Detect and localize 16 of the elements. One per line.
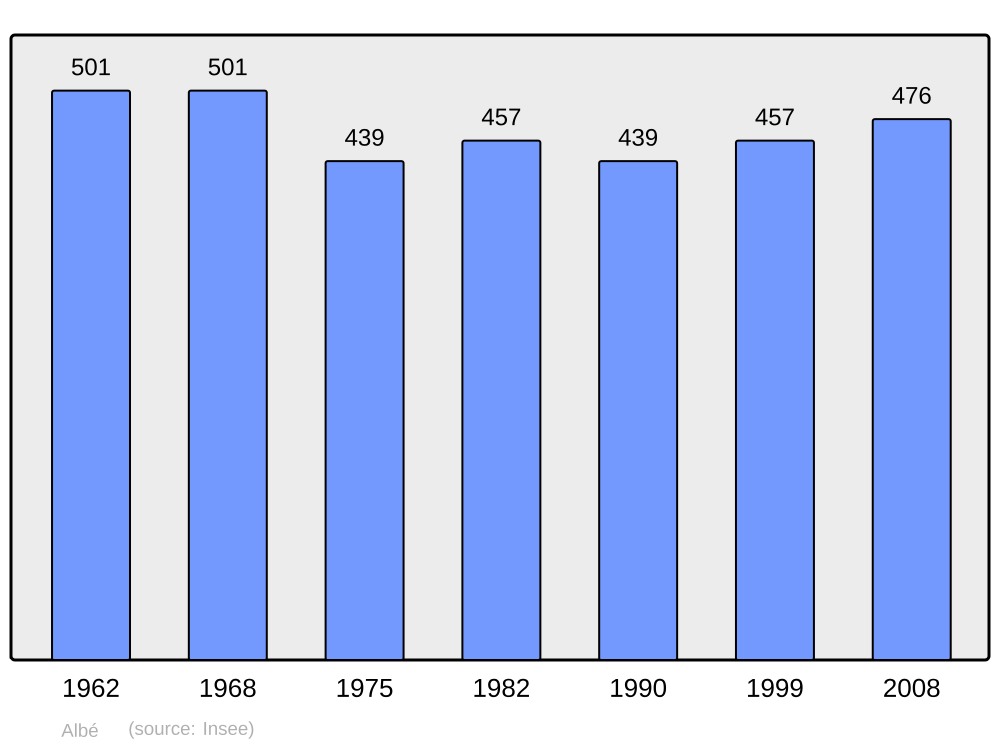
data-label: 439 <box>345 128 384 146</box>
x-tick-label: 1982 <box>474 678 529 698</box>
x-tick-label: 1975 <box>338 678 392 698</box>
data-label: 457 <box>482 108 520 126</box>
x-tick-label: 2008 <box>884 678 940 698</box>
data-label: 476 <box>892 86 931 104</box>
text: Albé <box>61 723 98 737</box>
text: (source: Insee) <box>129 721 254 739</box>
data-label: 501 <box>72 58 110 76</box>
data-label: 501 <box>208 58 247 76</box>
data-label: 439 <box>618 128 658 146</box>
x-tick-label: 1968 <box>200 678 256 698</box>
x-tick-label: 1962 <box>64 678 119 698</box>
x-tick-label: 1990 <box>611 678 666 698</box>
x-tick-label: 1999 <box>748 678 803 698</box>
data-label: 457 <box>755 108 794 126</box>
